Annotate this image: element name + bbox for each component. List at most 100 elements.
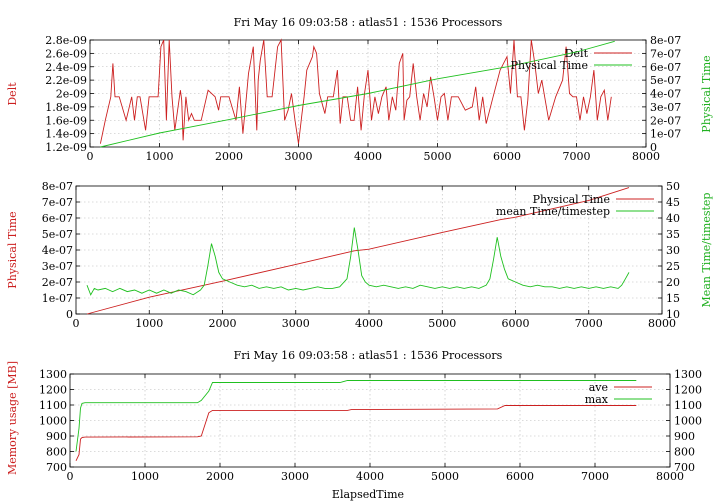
y2-tick-label: 8e-07: [650, 34, 681, 47]
x-tick-label: 8000: [656, 470, 684, 483]
y2-tick-label: 6e-07: [650, 61, 681, 74]
y-tick-label: 8e-07: [42, 180, 73, 193]
y-tick-label: 3e-07: [42, 260, 73, 273]
y-tick-label: 6e-07: [42, 212, 73, 225]
x-tick-label: 7000: [563, 150, 591, 163]
x-tick-label: 2000: [209, 317, 237, 330]
series-line-delt: [99, 38, 612, 144]
y-tick-label: 900: [46, 430, 67, 443]
y2-tick-label: 30: [666, 244, 680, 257]
y2-tick-label: 50: [666, 180, 680, 193]
y2-tick-label: 15: [666, 292, 680, 305]
y2-tick-label: 700: [674, 461, 695, 474]
x-tick-label: 0: [67, 470, 74, 483]
x-tick-label: 7000: [581, 470, 609, 483]
legend-label: Physical Time: [511, 59, 588, 72]
y-tick-label: 2.2e-09: [45, 74, 87, 87]
x-tick-label: 2000: [215, 150, 243, 163]
delt-chart-panel: Fri May 16 09:03:58 : atlas51 : 1536 Pro…: [6, 16, 713, 163]
x-tick-label: 5000: [431, 470, 459, 483]
y2-tick-label: 10: [666, 308, 680, 321]
y2-tick-label: 7e-07: [650, 47, 681, 60]
x-tick-label: 3000: [281, 470, 309, 483]
legend-label: max: [585, 393, 609, 406]
y2-tick-label: 45: [666, 196, 680, 209]
y-tick-label: 5e-07: [42, 228, 73, 241]
y-tick-label: 2.8e-09: [45, 34, 87, 47]
legend-label: mean Time/timestep: [496, 205, 610, 218]
y-tick-label: 1200: [39, 384, 67, 397]
y-tick-label: 1.8e-09: [45, 101, 87, 114]
x-tick-label: 1000: [131, 470, 159, 483]
x-axis-label: ElapsedTime: [332, 488, 404, 501]
x-tick-label: 3000: [282, 317, 310, 330]
legend-label: Physical Time: [533, 193, 610, 206]
y-tick-label: 2.4e-09: [45, 61, 87, 74]
y2-tick-label: 2e-07: [650, 114, 681, 127]
y-tick-label: 7e-07: [42, 196, 73, 209]
y-tick-label: 2e-07: [42, 276, 73, 289]
x-tick-label: 6000: [493, 150, 521, 163]
x-tick-label: 3000: [285, 150, 313, 163]
x-tick-label: 4000: [356, 470, 384, 483]
x-tick-label: 1000: [146, 150, 174, 163]
y-axis-label: Delt: [6, 82, 19, 106]
y-tick-label: 1000: [39, 415, 67, 428]
series-line-physical-time: [86, 187, 630, 315]
series-line-mean-time-timestep: [86, 227, 630, 296]
x-tick-label: 6000: [506, 470, 534, 483]
x-tick-label: 0: [73, 317, 80, 330]
y-tick-label: 1.2e-09: [45, 141, 87, 154]
series-line-physical-time: [100, 40, 615, 148]
series-line-ave: [75, 405, 637, 461]
x-tick-label: 0: [87, 150, 94, 163]
y-tick-label: 1e-07: [42, 292, 73, 305]
y2-tick-label: 1e-07: [650, 128, 681, 141]
x-tick-label: 6000: [502, 317, 530, 330]
y2-tick-label: 4e-07: [650, 88, 681, 101]
x-tick-label: 8000: [632, 150, 660, 163]
y-tick-label: 2.6e-09: [45, 47, 87, 60]
x-tick-label: 2000: [206, 470, 234, 483]
y2-tick-label: 40: [666, 212, 680, 225]
y-tick-label: 700: [46, 461, 67, 474]
x-tick-label: 1000: [135, 317, 163, 330]
y-axis-label: Memory usage [MB]: [6, 361, 19, 475]
x-tick-label: 4000: [354, 150, 382, 163]
y-tick-label: 1.6e-09: [45, 114, 87, 127]
y2-tick-label: 1300: [674, 368, 702, 381]
y2-axis-label: Physical Time: [700, 55, 713, 132]
y2-tick-label: 800: [674, 446, 695, 459]
y-axis-label: Physical Time: [6, 211, 19, 288]
x-tick-label: 4000: [355, 317, 383, 330]
y2-tick-label: 25: [666, 260, 680, 273]
x-tick-label: 5000: [428, 317, 456, 330]
y2-tick-label: 1000: [674, 415, 702, 428]
memory-chart-panel: Fri May 16 09:03:58 : atlas51 : 1536 Pro…: [6, 349, 702, 501]
chart-title: Fri May 16 09:03:58 : atlas51 : 1536 Pro…: [234, 16, 503, 29]
physical-time-chart-panel: Physical Time Mean Time/timestep 0 1000 20…: [6, 180, 713, 330]
y-tick-label: 4e-07: [42, 244, 73, 257]
y2-tick-label: 35: [666, 228, 680, 241]
series-line-max: [75, 380, 637, 452]
y2-tick-label: 900: [674, 430, 695, 443]
y-tick-label: 1300: [39, 368, 67, 381]
y2-tick-label: 20: [666, 276, 680, 289]
y-tick-label: 1.4e-09: [45, 128, 87, 141]
y-tick-label: 1100: [39, 399, 67, 412]
chart-title: Fri May 16 09:03:58 : atlas51 : 1536 Pro…: [234, 349, 503, 362]
x-tick-label: 8000: [648, 317, 676, 330]
y-tick-label: 800: [46, 446, 67, 459]
x-tick-label: 7000: [575, 317, 603, 330]
legend-label: ave: [589, 381, 608, 394]
y2-tick-label: 3e-07: [650, 101, 681, 114]
y-tick-label: 0: [66, 308, 73, 321]
y2-tick-label: 0: [650, 141, 657, 154]
y-tick-label: 2e-09: [56, 88, 87, 101]
y2-tick-label: 1100: [674, 399, 702, 412]
y2-axis-label: Mean Time/timestep: [700, 193, 713, 308]
x-tick-label: 5000: [424, 150, 452, 163]
y2-tick-label: 5e-07: [650, 74, 681, 87]
y2-tick-label: 1200: [674, 384, 702, 397]
